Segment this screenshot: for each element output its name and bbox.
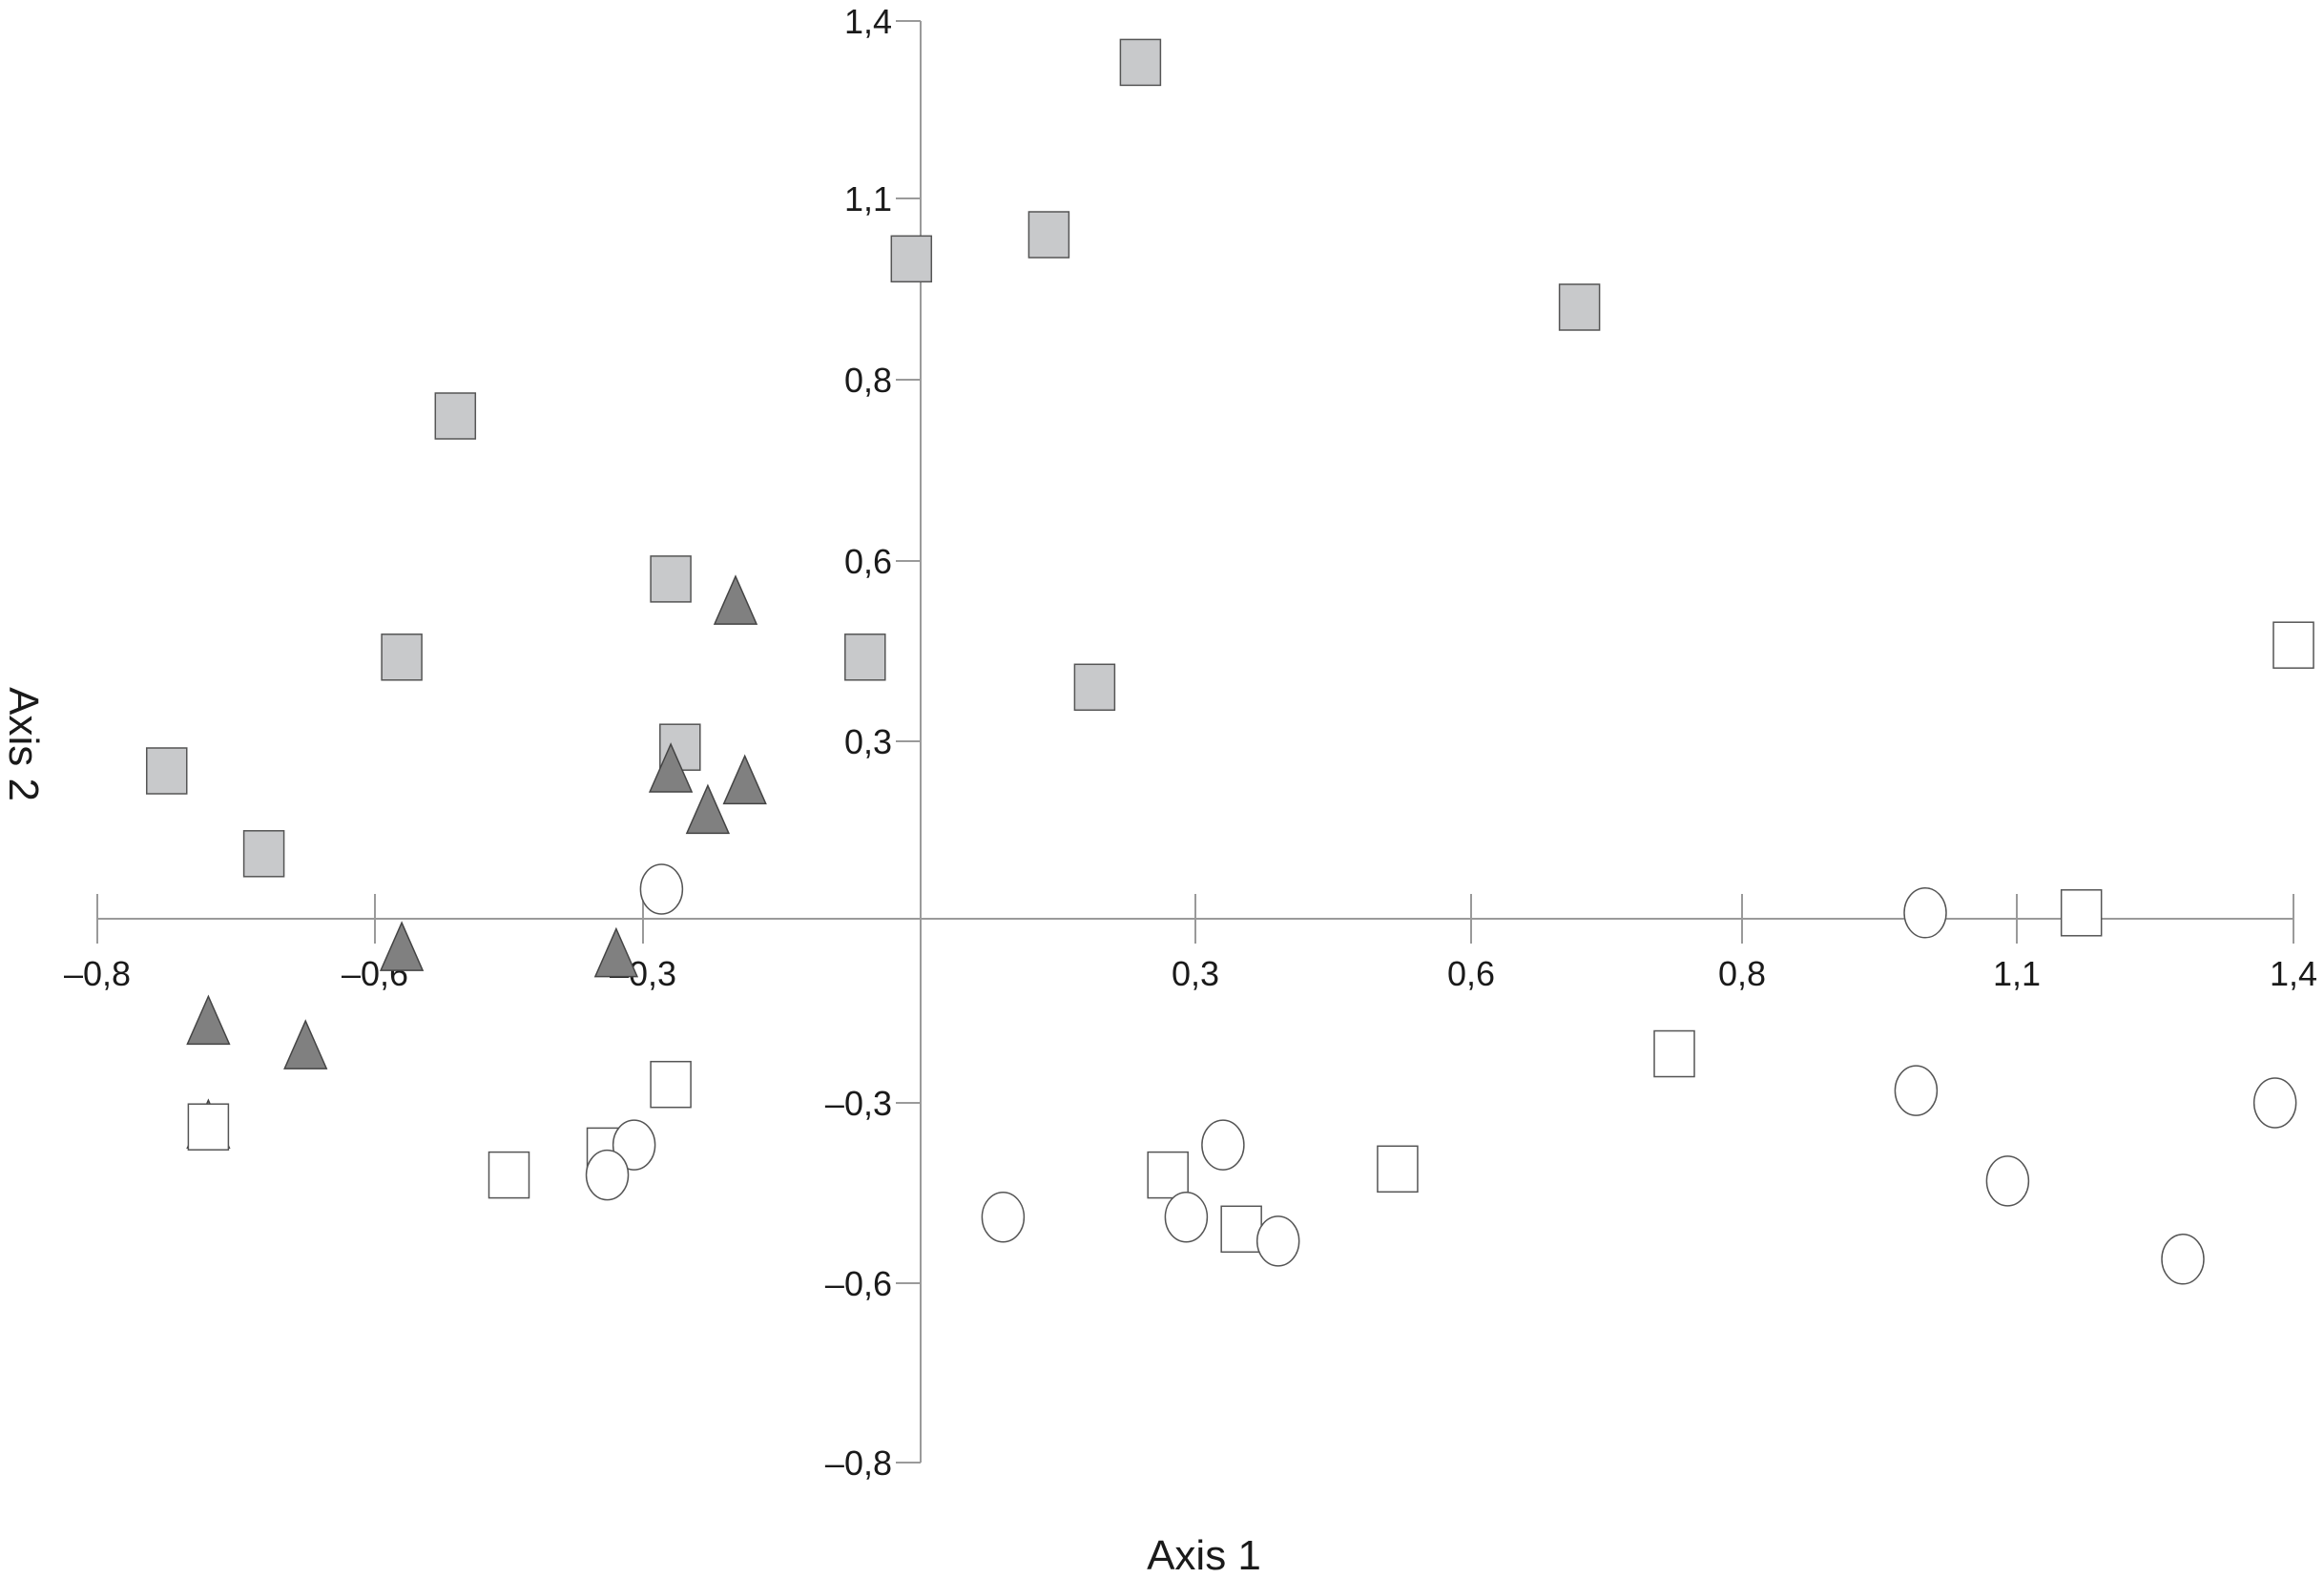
data-point-triangle-filled	[648, 742, 694, 793]
data-point-circle-open	[2252, 1077, 2297, 1129]
x-tick-label: –0,8	[64, 954, 131, 993]
y-axis-ticks: 1,4 1,1 0,8 0,6 0,3 –0,3 –0,6 –0,8	[825, 2, 921, 1483]
data-point-square-filled	[242, 830, 285, 878]
data-point-square-filled	[650, 555, 692, 603]
data-point-square-open	[1653, 1029, 1695, 1078]
data-point-square-open	[2272, 621, 2314, 669]
x-tick-label: 1,4	[2270, 954, 2317, 993]
y-tick-label: –0,6	[825, 1264, 892, 1303]
data-point-square-filled	[434, 392, 477, 440]
y-axis-title: Axis 2	[0, 687, 47, 801]
data-point-square-open	[1220, 1205, 1262, 1254]
data-point-square-filled	[146, 747, 188, 795]
data-point-triangle-filled	[685, 783, 731, 835]
data-point-circle-open	[585, 1149, 630, 1201]
data-point-circle-open	[612, 1119, 656, 1171]
data-point-square-open	[1377, 1145, 1419, 1194]
data-point-square-filled	[1073, 663, 1116, 712]
data-point-square-open	[1147, 1151, 1189, 1199]
data-point-square-open	[650, 1060, 692, 1109]
data-point-circle-open	[1201, 1119, 1245, 1171]
x-tick-label: 0,6	[1447, 954, 1495, 993]
x-tick-label: 0,8	[1718, 954, 1766, 993]
data-point-square-filled	[1119, 38, 1162, 87]
data-point-circle-open	[2161, 1234, 2205, 1285]
data-point-circle-open	[1985, 1155, 2030, 1207]
data-point-circle-open	[639, 863, 684, 915]
axes: –0,8 –0,6 –0,3 0,3 0,6 0,8 1,1 1,4 1,4 1,1 0,8 0,6…	[64, 2, 2317, 1483]
data-point-square-filled	[890, 235, 933, 283]
x-tick-label: 0,3	[1172, 954, 1219, 993]
y-tick-label: 1,1	[844, 179, 892, 218]
data-point-square-filled	[1558, 283, 1601, 331]
data-point-square-open	[187, 1103, 230, 1151]
data-point-circle-open	[1255, 1215, 1300, 1267]
y-tick-label: –0,8	[825, 1443, 892, 1483]
data-point-square-filled	[381, 633, 423, 681]
data-point-triangle-filled	[283, 1019, 328, 1069]
data-point-square-open	[2060, 889, 2103, 937]
data-point-circle-open	[1894, 1065, 1939, 1116]
data-point-triangle-filled	[593, 926, 639, 978]
x-axis-title: Axis 1	[1147, 1532, 1261, 1578]
x-axis-ticks: –0,8 –0,6 –0,3 0,3 0,6 0,8 1,1 1,4	[64, 894, 2317, 993]
y-tick-label: 0,3	[844, 722, 892, 761]
data-point-square-open	[488, 1151, 530, 1199]
y-tick-label: 0,8	[844, 361, 892, 400]
data-point-triangle-filled	[713, 574, 758, 625]
data-point-square-filled	[1027, 211, 1070, 259]
data-point-circle-open	[1164, 1191, 1209, 1243]
y-tick-label: 0,6	[844, 542, 892, 581]
y-tick-label: –0,3	[825, 1084, 892, 1123]
data-points	[146, 38, 2314, 1285]
data-point-circle-open	[1903, 887, 1947, 939]
data-point-triangle-filled	[379, 921, 425, 971]
data-point-triangle-filled	[722, 754, 767, 805]
x-tick-label: 1,1	[1993, 954, 2041, 993]
data-point-circle-open	[981, 1191, 1026, 1243]
y-tick-label: 1,4	[844, 2, 892, 41]
data-point-triangle-filled	[186, 994, 231, 1046]
data-point-square-filled	[844, 633, 886, 681]
